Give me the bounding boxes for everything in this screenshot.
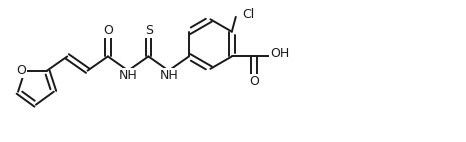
Text: O: O	[103, 24, 113, 37]
Text: Cl: Cl	[243, 8, 255, 21]
Text: OH: OH	[270, 47, 289, 60]
Text: S: S	[145, 24, 153, 37]
Text: O: O	[250, 75, 260, 88]
Text: NH: NH	[160, 69, 178, 82]
Text: O: O	[16, 64, 27, 77]
Text: NH: NH	[119, 69, 138, 82]
